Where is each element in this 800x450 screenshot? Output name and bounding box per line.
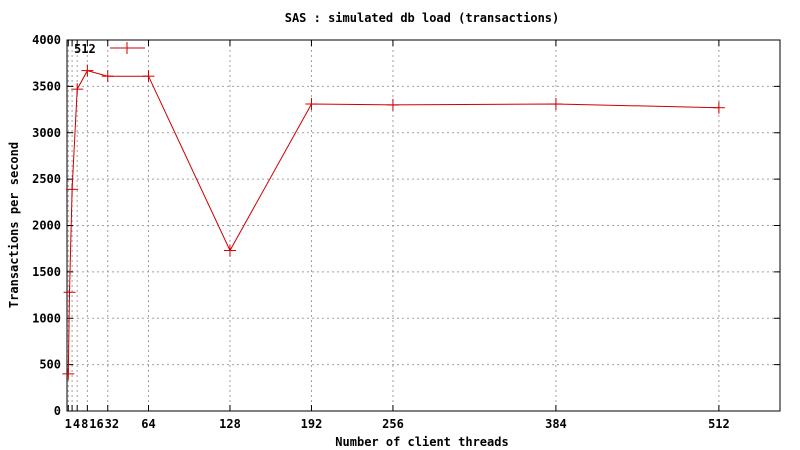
x-tick-label: 4 (73, 417, 80, 431)
data-point (712, 101, 725, 114)
data-point (66, 183, 79, 196)
x-tick-label: 16 (89, 417, 103, 431)
x-axis-label: Number of client threads (335, 435, 508, 449)
y-tick-label: 0 (54, 404, 61, 418)
y-tick-label: 4000 (32, 33, 61, 47)
data-point (101, 70, 114, 83)
x-axis-ticks: 1 4 8 16 32 64 128 192 256 384 512 (65, 40, 730, 431)
data-point (62, 367, 75, 380)
data-point (305, 97, 318, 110)
series-layer (62, 64, 725, 380)
y-axis-ticks: 0 500 1000 1500 2000 2500 3000 3500 4000 (32, 33, 780, 418)
y-tick-label: 2500 (32, 172, 61, 186)
y-tick-label: 3000 (32, 126, 61, 140)
x-tick-label: 256 (382, 417, 404, 431)
data-point (549, 97, 562, 110)
x-tick-label: 8 (81, 417, 88, 431)
chart-title: SAS : simulated db load (transactions) (285, 11, 560, 25)
plot-frame (66, 39, 781, 412)
y-tick-label: 2000 (32, 219, 61, 233)
y-tick-label: 500 (39, 358, 61, 372)
data-point (81, 64, 94, 77)
data-point (223, 244, 236, 257)
x-tick-label: 128 (219, 417, 241, 431)
x-tick-label: 512 (708, 417, 730, 431)
x-tick-label: 192 (301, 417, 323, 431)
data-point (142, 70, 155, 83)
x-tick-label: 384 (545, 417, 567, 431)
data-point (386, 98, 399, 111)
grid (67, 40, 780, 411)
series-line (67, 70, 719, 374)
data-point (63, 286, 76, 299)
y-tick-label: 1000 (32, 311, 61, 325)
data-point (71, 83, 84, 96)
y-tick-label: 1500 (32, 265, 61, 279)
legend-label: 512 (74, 42, 96, 56)
x-tick-label: 64 (141, 417, 155, 431)
legend: 512 (74, 42, 145, 56)
x-tick-label: 1 (65, 417, 72, 431)
x-tick-label: 32 (105, 417, 119, 431)
y-tick-label: 3500 (32, 79, 61, 93)
y-axis-label: Transactions per second (7, 142, 21, 308)
